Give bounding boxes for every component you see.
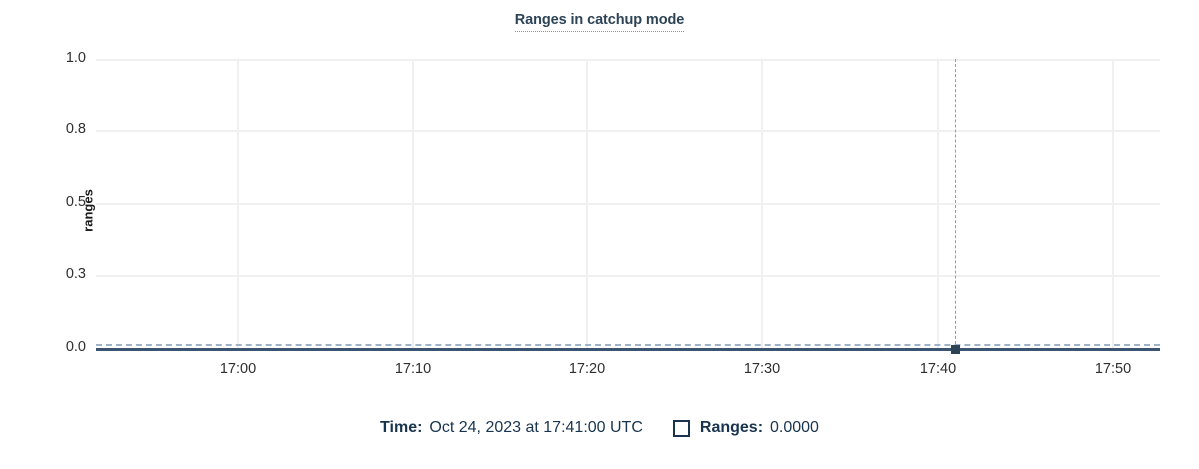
crosshair-data-point[interactable] — [950, 344, 960, 354]
chart-title: Ranges in catchup mode — [0, 11, 1199, 32]
legend-item-ranges[interactable]: Ranges: 0.0000 — [672, 419, 819, 437]
y-tick-label: 0.8 — [65, 121, 86, 137]
y-tick-label: 0.5 — [65, 194, 86, 210]
gridline-horizontal-03 — [96, 275, 1160, 277]
legend-series-key: Ranges: — [699, 419, 764, 436]
series-line-ranges — [96, 348, 1160, 351]
tooltip-time-value: Oct 24, 2023 at 17:41:00 UTC — [429, 419, 643, 436]
tooltip-time-group: Time: Oct 24, 2023 at 17:41:00 UTC — [380, 419, 643, 437]
x-tick-label: 17:20 — [568, 361, 606, 377]
checkbox-empty-icon[interactable] — [672, 419, 690, 437]
x-tick-label: 17:10 — [394, 361, 432, 377]
legend-series-value: 0.0000 — [770, 419, 819, 436]
y-tick-label: 1.0 — [65, 50, 86, 66]
x-tick-label: 17:40 — [919, 361, 957, 377]
x-tick-label: 17:30 — [743, 361, 781, 377]
gridline-horizontal-08 — [96, 130, 1160, 132]
y-tick-label: 0.3 — [65, 266, 86, 282]
y-tick-label: 0.0 — [65, 339, 86, 355]
gridline-vertical-1730 — [761, 59, 763, 349]
x-tick-label: 17:00 — [219, 361, 257, 377]
gridline-vertical-1710 — [412, 59, 414, 349]
gridline-vertical-1700 — [237, 59, 239, 349]
gridline-horizontal-1 — [96, 59, 1160, 61]
chart-title-text: Ranges in catchup mode — [514, 12, 684, 32]
plot-area[interactable]: ranges 1.0 0.8 0.5 0.3 0.0 17:00 17:10 1… — [66, 50, 1160, 377]
tooltip-time-key: Time: — [380, 419, 423, 436]
y-axis-label: ranges — [80, 189, 96, 232]
gridline-horizontal-05 — [96, 203, 1160, 205]
chart-footer: Time: Oct 24, 2023 at 17:41:00 UTC Range… — [0, 419, 1199, 437]
gridline-vertical-1750 — [1112, 59, 1114, 349]
x-tick-label: 17:50 — [1094, 361, 1132, 377]
gridline-vertical-1740 — [937, 59, 939, 349]
zero-reference-dashed-line — [96, 344, 1160, 346]
crosshair-vertical-line — [955, 59, 956, 349]
gridline-vertical-1720 — [586, 59, 588, 349]
